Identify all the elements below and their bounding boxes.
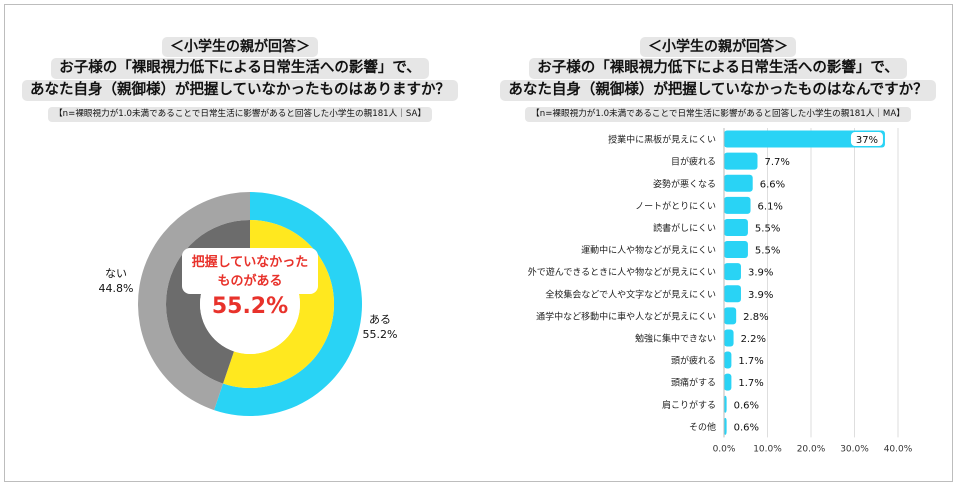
- value-label: 0.6%: [734, 422, 759, 433]
- value-label: 5.5%: [755, 246, 780, 257]
- bar: [724, 263, 741, 281]
- category-label: 頭痛がする: [671, 377, 716, 389]
- donut-value-label-1: 55.2%: [363, 328, 398, 341]
- x-tick-label: 40.0%: [884, 444, 913, 454]
- x-tick-label: 10.0%: [753, 444, 782, 454]
- donut-center-line2: ものがある: [217, 273, 282, 289]
- value-label: 7.7%: [764, 157, 789, 168]
- bar: [724, 196, 751, 214]
- bar: [724, 174, 753, 192]
- category-label: 勉強に集中できない: [635, 332, 716, 344]
- left-tag: ＜小学生の親が回答＞: [162, 37, 318, 57]
- donut-label-2: ない: [105, 267, 127, 280]
- right-title-line1: お子様の「裸眼視力低下による日常生活への影響」で、: [529, 58, 907, 79]
- category-label: 通学中など移動中に車や人などが見えにくい: [536, 310, 716, 322]
- left-title-line1: お子様の「裸眼視力低下による日常生活への影響」で、: [51, 58, 429, 79]
- bar: [724, 329, 734, 347]
- value-label: 3.9%: [748, 290, 773, 301]
- bar: [724, 285, 741, 303]
- value-label: 6.6%: [760, 179, 785, 190]
- bar: [724, 130, 885, 148]
- right-title-line2: あなた自身（親御様）が把握していなかったものはなんですか？: [500, 80, 936, 101]
- bar: [724, 307, 737, 325]
- donut-outer-slice-1: [214, 192, 362, 416]
- right-header: ＜小学生の親が回答＞ お子様の「裸眼視力低下による日常生活への影響」で、 あなた…: [478, 36, 958, 122]
- category-label: 運動中に人や物などが見えにくい: [581, 244, 716, 256]
- bar: [724, 152, 758, 170]
- donut-center-line1: 把握していなかった: [192, 254, 309, 270]
- bar: [724, 241, 748, 259]
- value-label: 0.6%: [734, 400, 759, 411]
- value-label: 1.7%: [738, 356, 763, 367]
- figure-frame: [4, 4, 953, 482]
- bar: [724, 218, 748, 236]
- donut-outer-slice-2: [138, 192, 250, 411]
- x-tick-label: 30.0%: [840, 444, 869, 454]
- bar: [724, 373, 732, 391]
- left-note: 【n=裸眼視力が1.0未満であることで日常生活に影響があると回答した小学生の親1…: [48, 107, 432, 122]
- category-label: その他: [689, 421, 716, 433]
- value-label: 1.7%: [738, 378, 763, 389]
- value-label-box: [850, 132, 883, 147]
- bar: [724, 417, 727, 435]
- value-label: 5.5%: [755, 223, 780, 234]
- donut-center-value: 55.2%: [212, 294, 288, 319]
- left-header: ＜小学生の親が回答＞ お子様の「裸眼視力低下による日常生活への影響」で、 あなた…: [0, 36, 480, 122]
- category-label: 外で遊んできるときに人や物などが見えにくい: [528, 266, 716, 278]
- x-tick-label: 20.0%: [797, 444, 826, 454]
- category-label: 肩こりがする: [662, 399, 716, 411]
- value-label: 2.8%: [743, 312, 768, 323]
- category-label: 授業中に黒板が見えにくい: [608, 134, 716, 146]
- value-label: 6.1%: [758, 201, 783, 212]
- category-label: 目が疲れる: [671, 156, 716, 168]
- category-label: 頭が疲れる: [671, 355, 716, 367]
- x-tick-label: 0.0%: [713, 444, 736, 454]
- bar: [724, 351, 732, 369]
- donut-value-label-2: 44.8%: [99, 282, 134, 295]
- right-tag: ＜小学生の親が回答＞: [640, 37, 796, 57]
- donut-label-1: ある: [369, 313, 391, 326]
- donut-callout-box: [182, 248, 318, 294]
- bar: [724, 395, 727, 413]
- category-label: ノートがとりにくい: [635, 200, 716, 212]
- category-label: 全校集会などで人や文字などが見えにくい: [545, 288, 716, 300]
- right-note: 【n=裸眼視力が1.0未満であることで日常生活に影響があると回答した小学生の親1…: [525, 107, 911, 122]
- value-label: 37%: [856, 135, 878, 146]
- value-label: 3.9%: [748, 268, 773, 279]
- left-title-line2: あなた自身（親御様）が把握していなかったものはありますか？: [21, 80, 459, 101]
- value-label: 2.2%: [741, 334, 766, 345]
- category-label: 読書がしにくい: [653, 222, 716, 234]
- category-label: 姿勢が悪くなる: [653, 178, 716, 190]
